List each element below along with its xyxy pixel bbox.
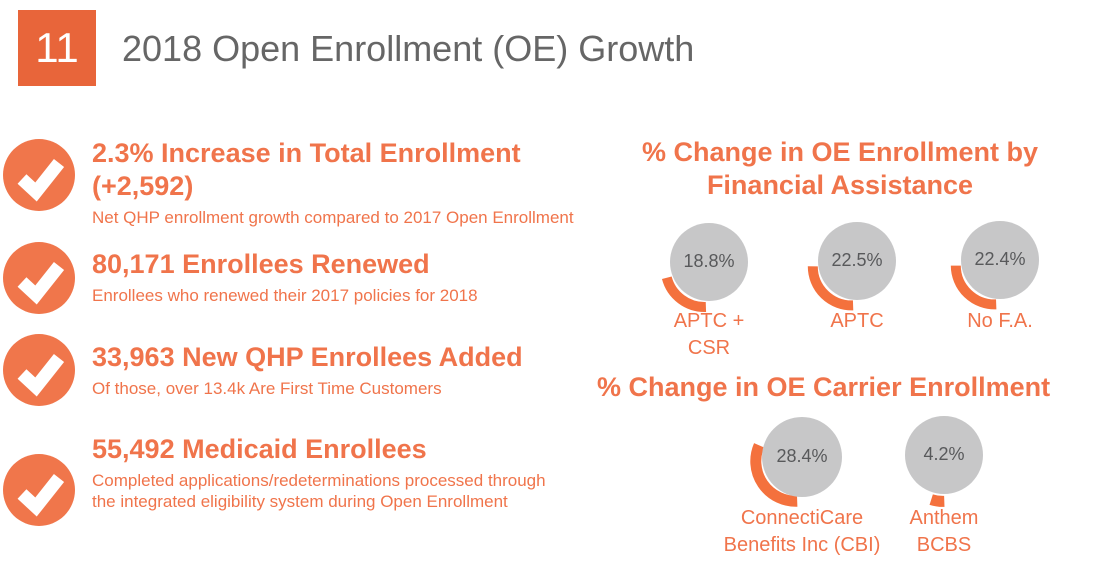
chart-section-title: % Change in OE Enrollment by Financial A… xyxy=(641,137,1039,200)
donut-face xyxy=(762,417,842,497)
donut-arc xyxy=(807,266,854,311)
bullet-heading: 33,963 New QHP Enrollees Added xyxy=(92,342,523,372)
donut-arc xyxy=(950,265,997,310)
donut-face xyxy=(670,223,748,301)
check-circle xyxy=(3,139,75,211)
bullet-subtext: Enrollees who renewed their 2017 policie… xyxy=(92,286,478,305)
check-circle xyxy=(3,334,75,406)
donut-arc xyxy=(661,276,707,312)
donut-value: 22.5% xyxy=(831,250,883,270)
donut-chart xyxy=(950,221,1039,310)
donut-chart xyxy=(750,417,842,507)
bullet-subtext: Net QHP enrollment growth compared to 20… xyxy=(92,208,574,227)
bullet-subtext: Completed applications/redeterminations … xyxy=(92,471,546,511)
donut-label: Anthem BCBS xyxy=(909,507,979,556)
donut-label: No F.A. xyxy=(967,310,1033,332)
slide-number: 11 xyxy=(35,24,79,71)
bullet-item: 2.3% Increase in Total Enrollment (+2,59… xyxy=(92,137,597,228)
donut-label: APTC + CSR xyxy=(673,310,745,359)
check-icon xyxy=(17,261,65,305)
donut-arc xyxy=(929,494,945,507)
check-icon xyxy=(17,473,65,517)
bullet-heading: 55,492 Medicaid Enrollees xyxy=(92,434,427,464)
donut-face xyxy=(818,222,896,300)
bullet-heading: 2.3% Increase in Total Enrollment (+2,59… xyxy=(92,138,521,201)
bullet-item: 80,171 Enrollees Renewed Enrollees who r… xyxy=(92,248,597,306)
donut-value: 4.2% xyxy=(923,444,965,464)
check-icon xyxy=(17,353,65,397)
check-circle xyxy=(3,242,75,314)
donut-label: ConnectiCare Benefits Inc (CBI) xyxy=(723,507,881,556)
donut-value: 22.4% xyxy=(974,249,1026,269)
bullet-item: 33,963 New QHP Enrollees Added Of those,… xyxy=(92,341,597,399)
bullet-heading: 80,171 Enrollees Renewed xyxy=(92,249,430,279)
donut-value: 28.4% xyxy=(776,446,828,466)
donut-chart xyxy=(807,222,896,311)
bullet-subtext: Of those, over 13.4k Are First Time Cust… xyxy=(92,379,442,398)
donut-chart xyxy=(661,223,748,312)
donut-label: APTC xyxy=(830,310,884,332)
donut-face xyxy=(905,416,983,494)
check-icon xyxy=(17,158,65,202)
donut-value: 18.8% xyxy=(683,251,735,271)
chart-section-title: % Change in OE Carrier Enrollment xyxy=(597,372,1051,402)
donut-arc xyxy=(750,443,798,507)
slide-number-badge: 11 xyxy=(18,10,96,86)
bullet-item: 55,492 Medicaid Enrollees Completed appl… xyxy=(92,433,572,512)
donut-face xyxy=(961,221,1039,299)
check-circle xyxy=(3,454,75,526)
page-title: 2018 Open Enrollment (OE) Growth xyxy=(122,28,695,69)
donut-chart xyxy=(905,416,983,507)
